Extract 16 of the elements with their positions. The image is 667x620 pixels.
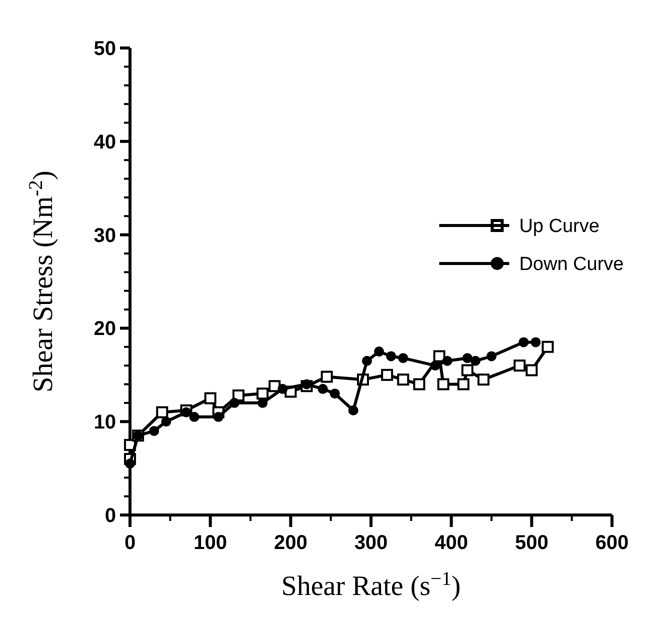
legend-label: Up Curve	[519, 216, 600, 238]
x-tick-label: 0	[124, 532, 136, 554]
x-tick-label: 100	[194, 532, 228, 554]
x-tick-label: 600	[595, 532, 629, 554]
x-axis-title: Shear Rate (s$^{−1}$)	[281, 568, 461, 602]
x-tick-label: 400	[434, 532, 468, 554]
y-tick-label: 0	[104, 505, 116, 527]
legend-label: Down Curve	[519, 254, 624, 276]
x-tick-label: 300	[354, 532, 388, 554]
y-tick-label: 10	[94, 412, 116, 434]
y-tick-label: 30	[94, 224, 116, 247]
x-tick-label: 500	[514, 532, 548, 554]
y-tick-label: 20	[94, 318, 116, 340]
y-tick-label: 50	[94, 38, 116, 60]
x-tick-label: 200	[274, 532, 308, 554]
y-tick-label: 40	[94, 131, 116, 154]
